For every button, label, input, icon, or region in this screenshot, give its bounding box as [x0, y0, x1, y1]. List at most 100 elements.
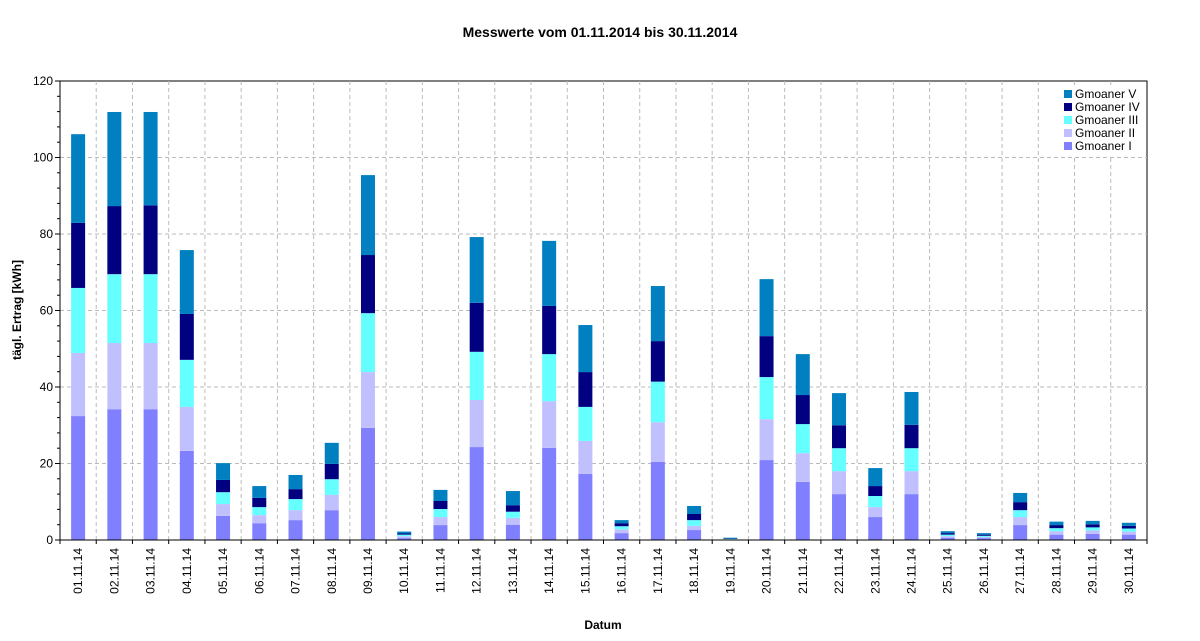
- x-tick-label: 24.11.14: [904, 548, 918, 594]
- bar-segment: [505, 511, 520, 518]
- x-tick-label: 04.11.14: [180, 548, 194, 594]
- bar-segment: [1121, 528, 1136, 532]
- bar-segment: [976, 538, 991, 540]
- x-tick-label: 02.11.14: [107, 548, 121, 594]
- x-tick-label: 10.11.14: [397, 548, 411, 594]
- bar-segment: [976, 536, 991, 539]
- bar-segment: [216, 479, 231, 493]
- x-tick-label: 12.11.14: [470, 548, 484, 594]
- bar-segment: [687, 520, 702, 526]
- bar-segment: [1085, 527, 1100, 531]
- x-tick-label: 11.11.14: [433, 548, 447, 593]
- bar-segment: [614, 520, 629, 524]
- y-tick-label: 40: [40, 380, 54, 394]
- x-axis-label: Datum: [584, 618, 621, 632]
- bar-segment: [505, 524, 520, 540]
- bar-segment: [832, 471, 847, 495]
- bar-segment: [107, 274, 122, 344]
- bar-segment: [1085, 530, 1100, 534]
- x-tick-label: 08.11.14: [325, 548, 339, 594]
- x-tick-label: 28.11.14: [1049, 548, 1063, 594]
- x-tick-label: 07.11.14: [289, 548, 303, 594]
- bar-segment: [868, 496, 883, 508]
- bar-segment: [1121, 531, 1136, 535]
- bar-segment: [71, 287, 86, 353]
- bar-segment: [252, 507, 267, 516]
- y-tick-label: 120: [33, 74, 53, 88]
- x-tick-label: 15.11.14: [578, 548, 592, 594]
- x-tick-label: 16.11.14: [615, 548, 629, 594]
- legend-swatch: [1064, 116, 1072, 124]
- x-tick-label: 26.11.14: [977, 548, 991, 594]
- bar-segment: [252, 523, 267, 540]
- bar-segment: [687, 505, 702, 514]
- bar-segment: [469, 302, 484, 352]
- bar-segment: [143, 111, 158, 206]
- bar-segment: [650, 381, 665, 423]
- bar-segment: [614, 529, 629, 534]
- y-axis-label: tägl. Ertrag [kWh]: [10, 260, 24, 360]
- bar-segment: [433, 525, 448, 540]
- legend-swatch: [1064, 103, 1072, 111]
- bar-segment: [71, 222, 86, 288]
- bar-segment: [614, 523, 629, 527]
- legend-label: Gmoaner IV: [1075, 100, 1140, 114]
- bar-segment: [397, 538, 412, 540]
- bar-segment: [433, 489, 448, 501]
- bar-segment: [324, 479, 339, 495]
- bar-segment: [360, 313, 375, 373]
- bar-segment: [107, 111, 122, 207]
- bar-segment: [288, 520, 303, 540]
- bar-segment: [904, 424, 919, 449]
- bar-segment: [868, 517, 883, 540]
- bar-segment: [216, 463, 231, 480]
- bar-segment: [868, 507, 883, 518]
- x-tick-label: 06.11.14: [252, 548, 266, 594]
- bar-segment: [795, 354, 810, 396]
- bar-segment: [650, 422, 665, 462]
- bar-segment: [433, 500, 448, 510]
- bar-segment: [433, 509, 448, 518]
- bar-segment: [1085, 533, 1100, 540]
- bar-segment: [650, 341, 665, 382]
- x-tick-label: 29.11.14: [1086, 548, 1100, 594]
- bar-segment: [1121, 525, 1136, 529]
- bar-segment: [324, 494, 339, 511]
- bar-segment: [1049, 525, 1064, 529]
- bar-segment: [687, 530, 702, 540]
- bar-segment: [650, 461, 665, 540]
- bar-segment: [976, 535, 991, 537]
- bar-segment: [469, 447, 484, 540]
- bar-segment: [1013, 510, 1028, 518]
- bar-segment: [397, 534, 412, 537]
- x-tick-label: 25.11.14: [941, 548, 955, 594]
- bar-segment: [143, 274, 158, 344]
- bar-segment: [578, 440, 593, 474]
- bar-segment: [795, 424, 810, 454]
- bar-segment: [107, 343, 122, 410]
- bar-segment: [832, 494, 847, 540]
- bar-segment: [578, 473, 593, 540]
- legend-swatch: [1064, 90, 1072, 98]
- bar-segment: [832, 425, 847, 449]
- bar-segment: [360, 372, 375, 428]
- bar-segment: [1013, 492, 1028, 503]
- bar-segment: [179, 313, 194, 360]
- bar-segment: [868, 468, 883, 487]
- x-tick-label: 30.11.14: [1122, 548, 1136, 594]
- bar-segment: [940, 537, 955, 540]
- bar-segment: [1013, 517, 1028, 526]
- bar-segment: [832, 448, 847, 472]
- bar-segment: [360, 427, 375, 540]
- x-tick-label: 27.11.14: [1013, 548, 1027, 594]
- bar-segment: [1049, 521, 1064, 526]
- grid: [59, 80, 1148, 541]
- bar-segment: [288, 489, 303, 500]
- bar-segment: [71, 134, 86, 223]
- bar-segment: [469, 351, 484, 401]
- bar-segment: [578, 372, 593, 407]
- bar-segment: [1085, 524, 1100, 528]
- x-tick-label: 03.11.14: [144, 548, 158, 594]
